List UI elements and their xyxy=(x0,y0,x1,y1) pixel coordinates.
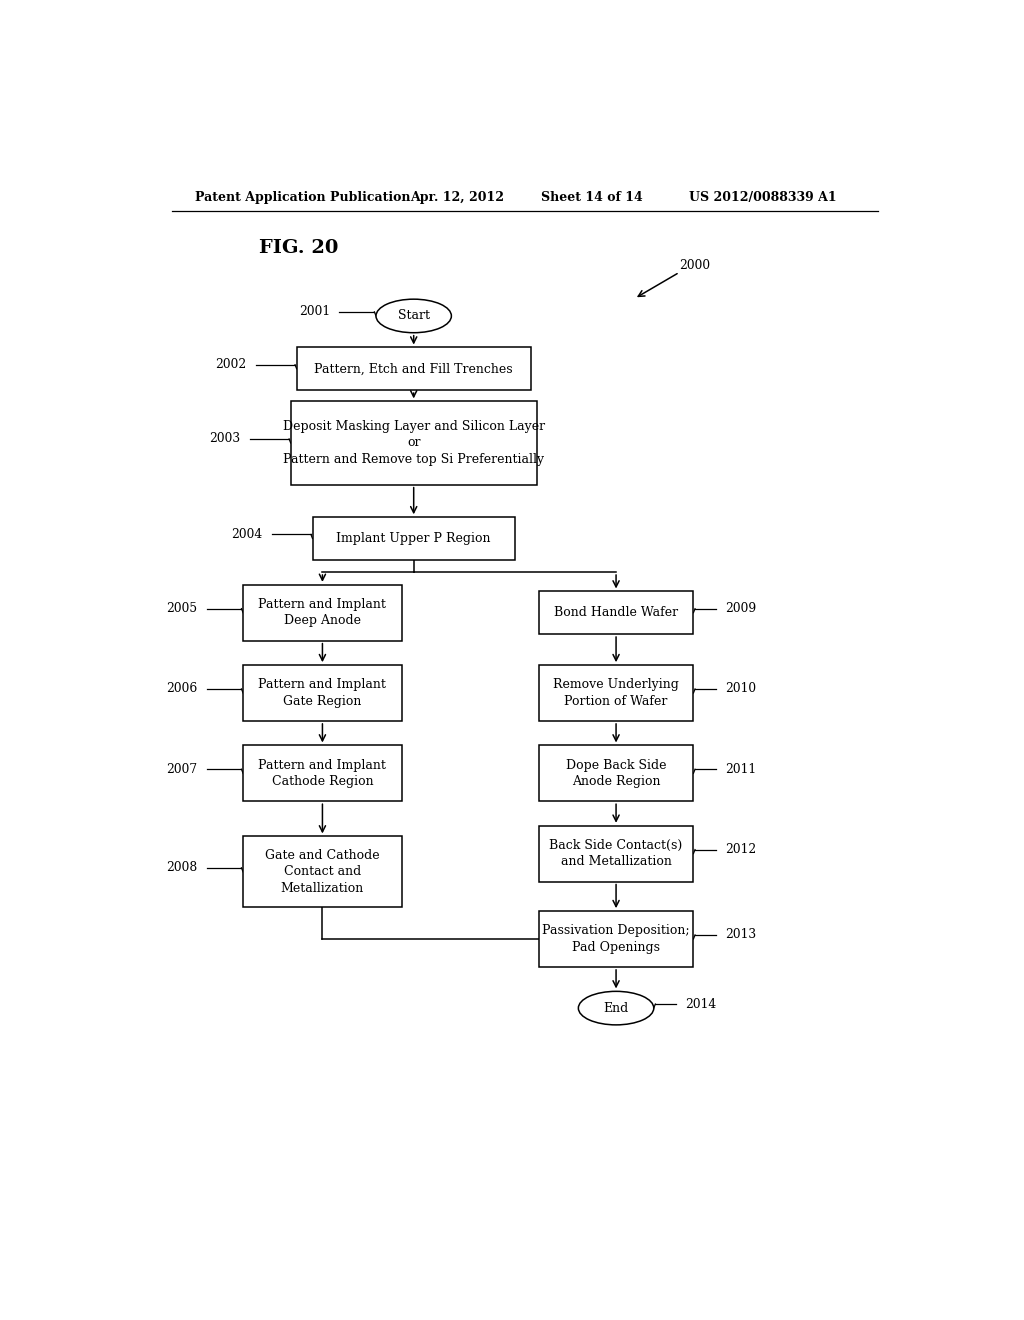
Text: US 2012/0088339 A1: US 2012/0088339 A1 xyxy=(689,190,837,203)
FancyBboxPatch shape xyxy=(539,911,693,968)
Text: 2004: 2004 xyxy=(231,528,262,541)
Text: Remove Underlying
Portion of Wafer: Remove Underlying Portion of Wafer xyxy=(553,678,679,708)
Text: Dope Back Side
Anode Region: Dope Back Side Anode Region xyxy=(566,759,667,788)
Text: FIG. 20: FIG. 20 xyxy=(259,239,338,257)
Text: 2013: 2013 xyxy=(725,928,757,941)
FancyBboxPatch shape xyxy=(243,665,401,721)
Text: 2008: 2008 xyxy=(166,862,197,874)
Text: Pattern, Etch and Fill Trenches: Pattern, Etch and Fill Trenches xyxy=(314,362,513,375)
Text: 2000: 2000 xyxy=(680,259,711,272)
FancyBboxPatch shape xyxy=(243,585,401,640)
Text: 2006: 2006 xyxy=(166,682,197,696)
Text: Bond Handle Wafer: Bond Handle Wafer xyxy=(554,606,678,619)
Text: 2003: 2003 xyxy=(210,433,241,445)
Text: Deposit Masking Layer and Silicon Layer
or
Pattern and Remove top Si Preferentia: Deposit Masking Layer and Silicon Layer … xyxy=(283,420,545,466)
Text: Back Side Contact(s)
and Metallization: Back Side Contact(s) and Metallization xyxy=(550,840,683,869)
Text: Implant Upper P Region: Implant Upper P Region xyxy=(337,532,490,545)
FancyBboxPatch shape xyxy=(243,746,401,801)
Text: Gate and Cathode
Contact and
Metallization: Gate and Cathode Contact and Metallizati… xyxy=(265,849,380,895)
FancyBboxPatch shape xyxy=(291,401,537,484)
Text: 2005: 2005 xyxy=(166,602,197,615)
Text: 2014: 2014 xyxy=(685,998,717,1011)
Text: Patent Application Publication: Patent Application Publication xyxy=(196,190,411,203)
FancyBboxPatch shape xyxy=(539,591,693,634)
FancyBboxPatch shape xyxy=(539,826,693,882)
Text: 2011: 2011 xyxy=(725,763,757,776)
Text: Sheet 14 of 14: Sheet 14 of 14 xyxy=(542,190,643,203)
Text: 2010: 2010 xyxy=(725,682,757,696)
Text: 2009: 2009 xyxy=(725,602,757,615)
Text: End: End xyxy=(603,1002,629,1015)
Text: Pattern and Implant
Cathode Region: Pattern and Implant Cathode Region xyxy=(258,759,386,788)
Text: Pattern and Implant
Deep Anode: Pattern and Implant Deep Anode xyxy=(258,598,386,627)
Text: Start: Start xyxy=(397,309,430,322)
Text: Pattern and Implant
Gate Region: Pattern and Implant Gate Region xyxy=(258,678,386,708)
Text: 2001: 2001 xyxy=(299,305,330,318)
Text: Passivation Deposition;
Pad Openings: Passivation Deposition; Pad Openings xyxy=(543,924,690,954)
Text: Apr. 12, 2012: Apr. 12, 2012 xyxy=(411,190,505,203)
Text: 2007: 2007 xyxy=(166,763,197,776)
FancyBboxPatch shape xyxy=(312,517,515,560)
FancyBboxPatch shape xyxy=(243,837,401,907)
FancyBboxPatch shape xyxy=(539,665,693,721)
FancyBboxPatch shape xyxy=(539,746,693,801)
FancyBboxPatch shape xyxy=(297,347,530,391)
Ellipse shape xyxy=(579,991,653,1024)
Ellipse shape xyxy=(376,300,452,333)
Text: 2002: 2002 xyxy=(215,358,247,371)
Text: 2012: 2012 xyxy=(725,843,757,857)
